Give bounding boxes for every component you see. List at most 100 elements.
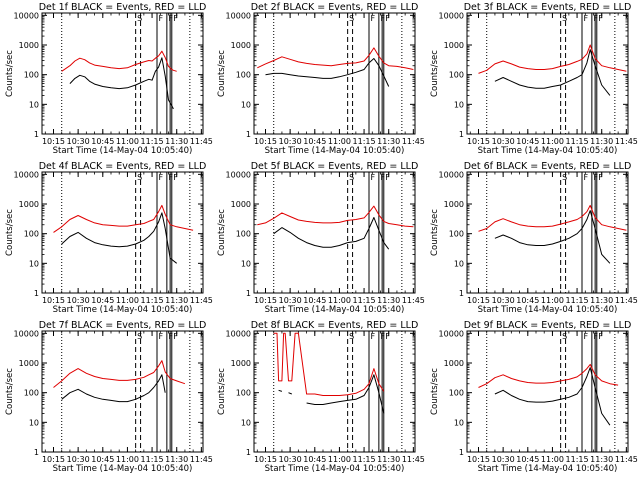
x-tick-label: 10:15 xyxy=(254,296,277,305)
events-series-line xyxy=(494,49,611,96)
flag-label: F xyxy=(380,14,385,23)
plot-frame xyxy=(41,171,204,294)
lld-series-line xyxy=(257,47,414,70)
x-axis-label: Start Time (14-May-04 10:05:40) xyxy=(478,305,618,315)
y-axis-label: Counts/sec xyxy=(217,209,227,256)
y-tick-label: 1000 xyxy=(444,359,464,368)
x-tick-label: 11:15 xyxy=(141,296,164,305)
y-tick-label: 10 xyxy=(29,418,39,427)
x-tick-label: 11:30 xyxy=(377,296,400,305)
y-tick-label: 1000 xyxy=(19,200,39,209)
flag-label: S xyxy=(562,14,567,23)
x-tick-label: 10:15 xyxy=(254,137,277,146)
events-series-line xyxy=(494,367,611,426)
x-axis-label: Start Time (14-May-04 10:05:40) xyxy=(478,146,618,156)
x-tick-label: 11:45 xyxy=(402,455,425,464)
x-tick-label: 11:30 xyxy=(377,455,400,464)
panel-title: Det 4f BLACK = Events, RED = LLD xyxy=(39,161,207,172)
flag-label: S xyxy=(349,14,354,23)
y-tick-label: 100 xyxy=(236,71,251,80)
x-axis-label: Start Time (14-May-04 10:05:40) xyxy=(478,464,618,474)
y-tick-label: 10000 xyxy=(226,11,251,20)
x-tick-label: 10:15 xyxy=(467,455,490,464)
x-tick-label: 11:15 xyxy=(141,137,164,146)
y-tick-label: 10000 xyxy=(226,329,251,338)
y-tick-label: 100 xyxy=(24,71,39,80)
x-tick-label: 10:45 xyxy=(516,455,539,464)
plot-frame xyxy=(253,171,416,294)
y-axis-label: Counts/sec xyxy=(217,368,227,415)
chart-panel-1: Det 1f BLACK = Events, RED = LLD 1 10 100 10… xyxy=(5,2,213,156)
flag-label: S xyxy=(562,332,567,341)
x-tick-label: 10:15 xyxy=(467,296,490,305)
x-tick-label: 11:15 xyxy=(353,296,376,305)
x-tick-label: 10:45 xyxy=(303,137,326,146)
x-tick-label: 11:30 xyxy=(590,137,613,146)
events-series-line xyxy=(278,374,385,414)
x-axis-label: Start Time (14-May-04 10:05:40) xyxy=(265,464,405,474)
y-tick-label: 100 xyxy=(24,389,39,398)
x-tick-label: 10:45 xyxy=(516,296,539,305)
x-tick-label: 11:30 xyxy=(590,455,613,464)
panel-title: Det 7f BLACK = Events, RED = LLD xyxy=(39,320,207,331)
y-tick-label: 1000 xyxy=(231,200,251,209)
x-tick-label: 11:45 xyxy=(402,296,425,305)
flag-label: F xyxy=(168,173,173,182)
y-tick-label: 1000 xyxy=(444,41,464,50)
y-tick-label: 10 xyxy=(241,100,251,109)
flag-label: F xyxy=(598,173,603,182)
x-tick-label: 11:00 xyxy=(541,137,564,146)
y-tick-label: 10 xyxy=(241,259,251,268)
lld-series-line xyxy=(478,44,627,74)
x-axis-label: Start Time (14-May-04 10:05:40) xyxy=(265,305,405,315)
flag-label: F xyxy=(598,14,603,23)
events-series-line xyxy=(265,58,390,87)
flag-label: F xyxy=(385,332,390,341)
plot-frame xyxy=(253,330,416,453)
x-tick-label: 10:30 xyxy=(67,137,90,146)
x-tick-label: 11:00 xyxy=(328,455,351,464)
y-tick-label: 10000 xyxy=(226,170,251,179)
flag-label: F xyxy=(593,14,598,23)
x-tick-label: 11:00 xyxy=(328,296,351,305)
y-tick-label: 10 xyxy=(29,100,39,109)
y-tick-label: 10 xyxy=(454,259,464,268)
x-tick-label: 11:00 xyxy=(116,455,139,464)
x-tick-label: 11:30 xyxy=(165,137,188,146)
x-tick-label: 11:00 xyxy=(328,137,351,146)
y-tick-label: 10000 xyxy=(439,170,464,179)
x-tick-label: 10:15 xyxy=(467,137,490,146)
y-tick-label: 1000 xyxy=(231,41,251,50)
flag-label: F xyxy=(593,173,598,182)
lld-series-line xyxy=(273,332,385,396)
y-tick-label: 1 xyxy=(246,289,251,298)
y-axis-label: Counts/sec xyxy=(430,50,440,97)
y-tick-label: 1 xyxy=(459,448,464,457)
flag-label: F xyxy=(173,173,178,182)
x-tick-label: 10:15 xyxy=(42,455,65,464)
x-tick-label: 11:30 xyxy=(165,296,188,305)
y-tick-label: 10000 xyxy=(439,11,464,20)
x-tick-label: 11:00 xyxy=(116,296,139,305)
panel-title: Det 3f BLACK = Events, RED = LLD xyxy=(464,2,632,13)
flag-label: S xyxy=(137,14,142,23)
flag-label: S xyxy=(137,332,142,341)
y-axis-label: Counts/sec xyxy=(430,209,440,256)
plot-frame xyxy=(466,12,629,135)
y-axis-label: Counts/sec xyxy=(5,50,15,97)
x-tick-label: 11:15 xyxy=(566,296,589,305)
events-series-line xyxy=(494,210,611,264)
y-tick-label: 100 xyxy=(236,389,251,398)
panel-title: Det 8f BLACK = Events, RED = LLD xyxy=(251,320,419,331)
flag-label: S xyxy=(349,173,354,182)
chart-panel-6: Det 6f BLACK = Events, RED = LLD 1 10 100 10… xyxy=(430,161,638,315)
flag-label: F xyxy=(159,173,164,182)
flag-label: F xyxy=(173,14,178,23)
x-tick-label: 11:15 xyxy=(353,137,376,146)
events-series-line xyxy=(273,217,390,250)
chart-panel-7: Det 7f BLACK = Events, RED = LLD 1 10 100 10… xyxy=(5,320,213,474)
x-tick-label: 10:30 xyxy=(492,137,515,146)
x-tick-label: 10:30 xyxy=(279,455,302,464)
y-axis-label: Counts/sec xyxy=(5,368,15,415)
